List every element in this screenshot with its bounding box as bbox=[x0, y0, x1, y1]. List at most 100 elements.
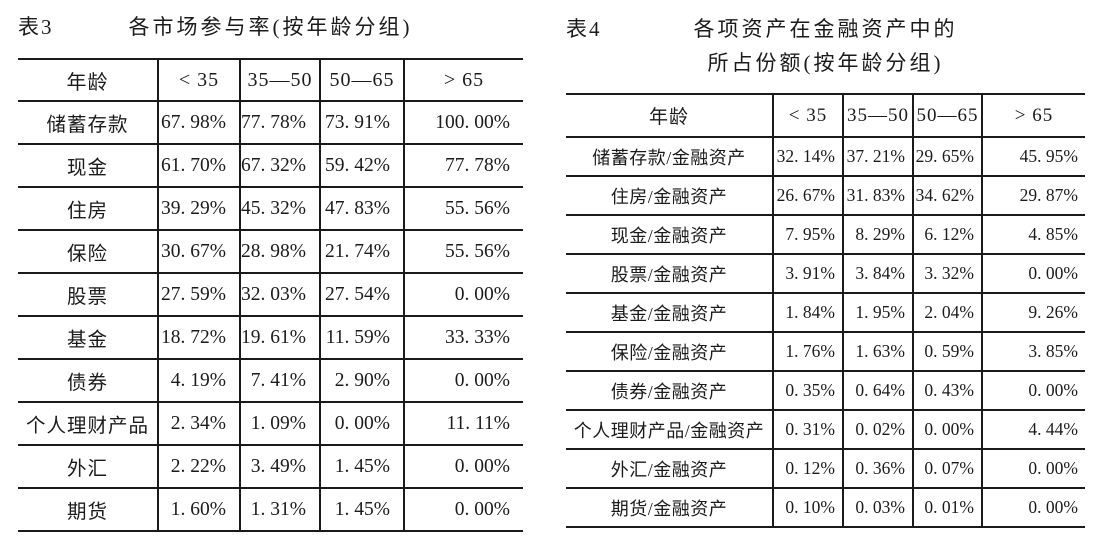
value-cell: 8. 29% bbox=[842, 214, 913, 254]
header-cell-age-group: > 65 bbox=[403, 58, 523, 101]
value-cell: 34. 62% bbox=[912, 175, 982, 215]
row-label: 住房 bbox=[18, 186, 158, 230]
table4-caption: 表4 各项资产在金融资产中的 所占份额(按年龄分组) bbox=[566, 12, 1085, 80]
value-cell: 2. 90% bbox=[319, 358, 404, 402]
value-cell: 0. 64% bbox=[842, 370, 913, 410]
row-label: 股票/金融资产 bbox=[566, 253, 773, 293]
table-row: 住房/金融资产 26. 67% 31. 83% 34. 62% 29. 87% bbox=[566, 175, 1085, 215]
value-cell: 0. 35% bbox=[772, 370, 843, 410]
value-cell: 4. 85% bbox=[981, 214, 1085, 254]
table-row: 股票/金融资产 3. 91% 3. 84% 3. 32% 0. 00% bbox=[566, 253, 1085, 293]
table-row: 股票 27. 59% 32. 03% 27. 54% 0. 00% bbox=[18, 272, 523, 316]
value-cell: 73. 91% bbox=[319, 100, 404, 144]
row-label: 基金 bbox=[18, 315, 158, 359]
value-cell: 1. 09% bbox=[239, 401, 320, 445]
table3-participation-rates: 年龄 < 35 35—50 50—65 > 65 储蓄存款 67. 98% 77. 78% 7… bbox=[18, 58, 523, 532]
value-cell: 3. 91% bbox=[772, 253, 843, 293]
value-cell: 1. 95% bbox=[842, 292, 913, 332]
table4-block: 表4 各项资产在金融资产中的 所占份额(按年龄分组) 年龄 < 35 35—50 50… bbox=[566, 12, 1085, 528]
value-cell: 3. 85% bbox=[981, 331, 1085, 371]
header-cell-age-group: 35—50 bbox=[842, 93, 913, 137]
table-row: 基金/金融资产 1. 84% 1. 95% 2. 04% 9. 26% bbox=[566, 292, 1085, 332]
row-label: 基金/金融资产 bbox=[566, 292, 773, 332]
table-row: 现金 61. 70% 67. 32% 59. 42% 77. 78% bbox=[18, 143, 523, 187]
value-cell: 4. 44% bbox=[981, 409, 1085, 449]
header-cell-age-group: > 65 bbox=[981, 93, 1085, 137]
row-label: 债券 bbox=[18, 358, 158, 402]
row-label: 储蓄存款/金融资产 bbox=[566, 136, 773, 176]
table-row: 债券/金融资产 0. 35% 0. 64% 0. 43% 0. 00% bbox=[566, 370, 1085, 410]
value-cell: 0. 00% bbox=[403, 358, 523, 402]
table3-number: 表3 bbox=[18, 15, 54, 39]
value-cell: 77. 78% bbox=[403, 143, 523, 187]
value-cell: 0. 01% bbox=[912, 487, 982, 527]
value-cell: 0. 00% bbox=[319, 401, 404, 445]
value-cell: 2. 22% bbox=[157, 444, 240, 488]
table-row: 现金/金融资产 7. 95% 8. 29% 6. 12% 4. 85% bbox=[566, 214, 1085, 254]
value-cell: 27. 59% bbox=[157, 272, 240, 316]
value-cell: 2. 04% bbox=[912, 292, 982, 332]
value-cell: 3. 49% bbox=[239, 444, 320, 488]
value-cell: 0. 00% bbox=[403, 444, 523, 488]
value-cell: 11. 11% bbox=[403, 401, 523, 445]
table4-title-line2: 所占份额(按年龄分组) bbox=[707, 51, 944, 75]
table3-header-row: 年龄 < 35 35—50 50—65 > 65 bbox=[18, 58, 523, 101]
value-cell: 0. 31% bbox=[772, 409, 843, 449]
header-cell-age-group: < 35 bbox=[157, 58, 240, 101]
value-cell: 2. 34% bbox=[157, 401, 240, 445]
row-label: 个人理财产品/金融资产 bbox=[566, 409, 773, 449]
value-cell: 45. 95% bbox=[981, 136, 1085, 176]
value-cell: 7. 41% bbox=[239, 358, 320, 402]
value-cell: 0. 43% bbox=[912, 370, 982, 410]
table3-caption: 表3 各市场参与率(按年龄分组) bbox=[18, 12, 523, 42]
header-cell-age: 年龄 bbox=[566, 93, 773, 137]
value-cell: 1. 31% bbox=[239, 487, 320, 531]
value-cell: 47. 83% bbox=[319, 186, 404, 230]
value-cell: 100. 00% bbox=[403, 100, 523, 144]
row-label: 股票 bbox=[18, 272, 158, 316]
value-cell: 0. 03% bbox=[842, 487, 913, 527]
table-row: 储蓄存款 67. 98% 77. 78% 73. 91% 100. 00% bbox=[18, 100, 523, 144]
value-cell: 0. 00% bbox=[981, 253, 1085, 293]
table-row: 期货 1. 60% 1. 31% 1. 45% 0. 00% bbox=[18, 487, 523, 531]
value-cell: 0. 00% bbox=[912, 409, 982, 449]
table-row: 期货/金融资产 0. 10% 0. 03% 0. 01% 0. 00% bbox=[566, 487, 1085, 527]
value-cell: 0. 00% bbox=[403, 487, 523, 531]
value-cell: 37. 21% bbox=[842, 136, 913, 176]
value-cell: 0. 59% bbox=[912, 331, 982, 371]
value-cell: 1. 45% bbox=[319, 487, 404, 531]
value-cell: 29. 87% bbox=[981, 175, 1085, 215]
table-row: 个人理财产品 2. 34% 1. 09% 0. 00% 11. 11% bbox=[18, 401, 523, 445]
table3-title: 各市场参与率(按年龄分组) bbox=[128, 15, 413, 39]
table-row: 基金 18. 72% 19. 61% 11. 59% 33. 33% bbox=[18, 315, 523, 359]
table4-title-line1: 各项资产在金融资产中的 bbox=[693, 17, 958, 41]
value-cell: 3. 32% bbox=[912, 253, 982, 293]
value-cell: 31. 83% bbox=[842, 175, 913, 215]
value-cell: 29. 65% bbox=[912, 136, 982, 176]
value-cell: 55. 56% bbox=[403, 229, 523, 273]
table3-body: 储蓄存款 67. 98% 77. 78% 73. 91% 100. 00% 现金 61. 7… bbox=[18, 100, 523, 531]
value-cell: 0. 36% bbox=[842, 448, 913, 488]
table4-body: 储蓄存款/金融资产 32. 14% 37. 21% 29. 65% 45. 95% 住房/… bbox=[566, 136, 1085, 527]
table-row: 储蓄存款/金融资产 32. 14% 37. 21% 29. 65% 45. 95% bbox=[566, 136, 1085, 176]
value-cell: 1. 60% bbox=[157, 487, 240, 531]
value-cell: 1. 63% bbox=[842, 331, 913, 371]
row-label: 储蓄存款 bbox=[18, 100, 158, 144]
value-cell: 0. 00% bbox=[981, 448, 1085, 488]
value-cell: 33. 33% bbox=[403, 315, 523, 359]
value-cell: 26. 67% bbox=[772, 175, 843, 215]
table-row: 外汇/金融资产 0. 12% 0. 36% 0. 07% 0. 00% bbox=[566, 448, 1085, 488]
value-cell: 7. 95% bbox=[772, 214, 843, 254]
value-cell: 0. 10% bbox=[772, 487, 843, 527]
row-label: 外汇 bbox=[18, 444, 158, 488]
value-cell: 39. 29% bbox=[157, 186, 240, 230]
value-cell: 19. 61% bbox=[239, 315, 320, 359]
value-cell: 59. 42% bbox=[319, 143, 404, 187]
row-label: 外汇/金融资产 bbox=[566, 448, 773, 488]
table-row: 保险/金融资产 1. 76% 1. 63% 0. 59% 3. 85% bbox=[566, 331, 1085, 371]
value-cell: 9. 26% bbox=[981, 292, 1085, 332]
header-cell-age-group: 50—65 bbox=[319, 58, 404, 101]
value-cell: 45. 32% bbox=[239, 186, 320, 230]
value-cell: 32. 03% bbox=[239, 272, 320, 316]
